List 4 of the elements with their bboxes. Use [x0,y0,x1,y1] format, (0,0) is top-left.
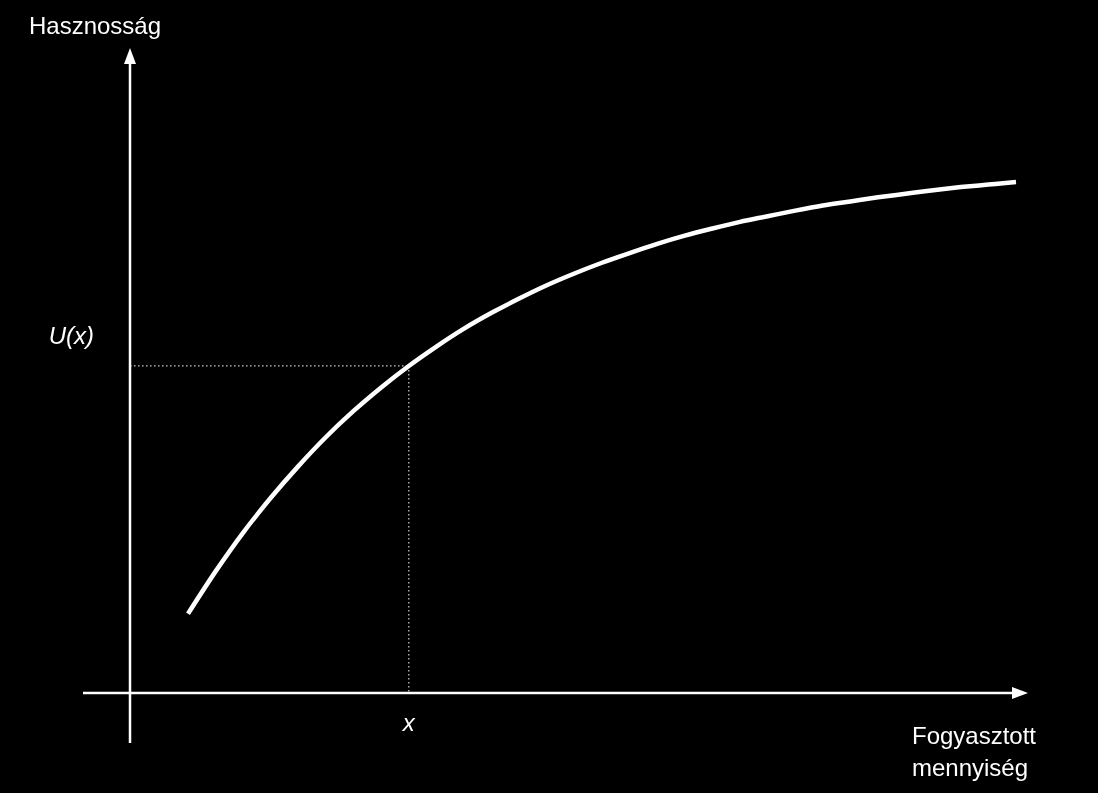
text: Hasznosság [28,12,162,39]
ref-line-label: U(x) [48,321,94,349]
text: x [401,709,416,736]
x-axis-title: Fogyasztott mennyiség [911,722,1037,781]
